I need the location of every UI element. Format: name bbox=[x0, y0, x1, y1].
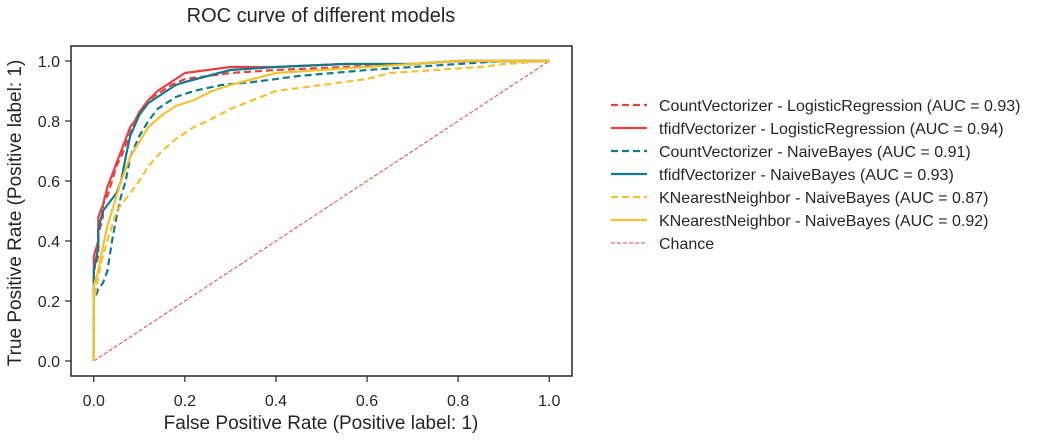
legend-label-6: KNearestNeighbor - NaiveBayes (AUC = 0.9… bbox=[659, 213, 988, 230]
x-axis-label: False Positive Rate (Positive label: 1) bbox=[164, 413, 479, 434]
series-line-7 bbox=[93, 60, 550, 362]
y-axis-label: True Positive Rate (Positive label: 1) bbox=[5, 60, 26, 367]
x-tick-label: 1.0 bbox=[538, 393, 560, 410]
legend-label-2: tfidfVectorizer - LogisticRegression (AU… bbox=[659, 121, 1004, 138]
legend-label-1: CountVectorizer - LogisticRegression (AU… bbox=[659, 98, 1021, 115]
series-line-4 bbox=[92, 59, 550, 361]
series-line-6 bbox=[92, 59, 550, 361]
y-tick-label: 0.2 bbox=[38, 294, 60, 311]
x-tick-label: 0.8 bbox=[447, 393, 469, 410]
legend-label-7: Chance bbox=[659, 236, 714, 253]
x-tick-label: 0.6 bbox=[356, 393, 378, 410]
x-tick-label: 0.2 bbox=[174, 393, 196, 410]
legend-label-4: tfidfVectorizer - NaiveBayes (AUC = 0.93… bbox=[659, 167, 954, 184]
legend-label-3: CountVectorizer - NaiveBayes (AUC = 0.91… bbox=[659, 144, 971, 161]
y-tick-label: 0.8 bbox=[38, 114, 60, 131]
y-tick-label: 0.0 bbox=[38, 354, 60, 371]
plot-frame bbox=[70, 45, 573, 377]
x-tick-label: 0.0 bbox=[83, 393, 105, 410]
plot-area: 0.0 0.2 0.4 0.6 0.8 1.0 0.0 0.2 0.4 0.6 0.8 1.0 bbox=[38, 45, 573, 410]
legend: CountVectorizer - LogisticRegression (AU… bbox=[611, 98, 1021, 253]
legend-label-5: KNearestNeighbor - NaiveBayes (AUC = 0.8… bbox=[659, 190, 988, 207]
series-line-5 bbox=[92, 59, 550, 361]
y-tick-label: 0.6 bbox=[38, 174, 60, 191]
series-line-3 bbox=[92, 59, 550, 361]
chart-title: ROC curve of different models bbox=[187, 5, 456, 27]
y-tick-label: 1.0 bbox=[38, 54, 60, 71]
y-tick-label: 0.4 bbox=[38, 234, 60, 251]
x-tick-label: 0.4 bbox=[265, 393, 287, 410]
